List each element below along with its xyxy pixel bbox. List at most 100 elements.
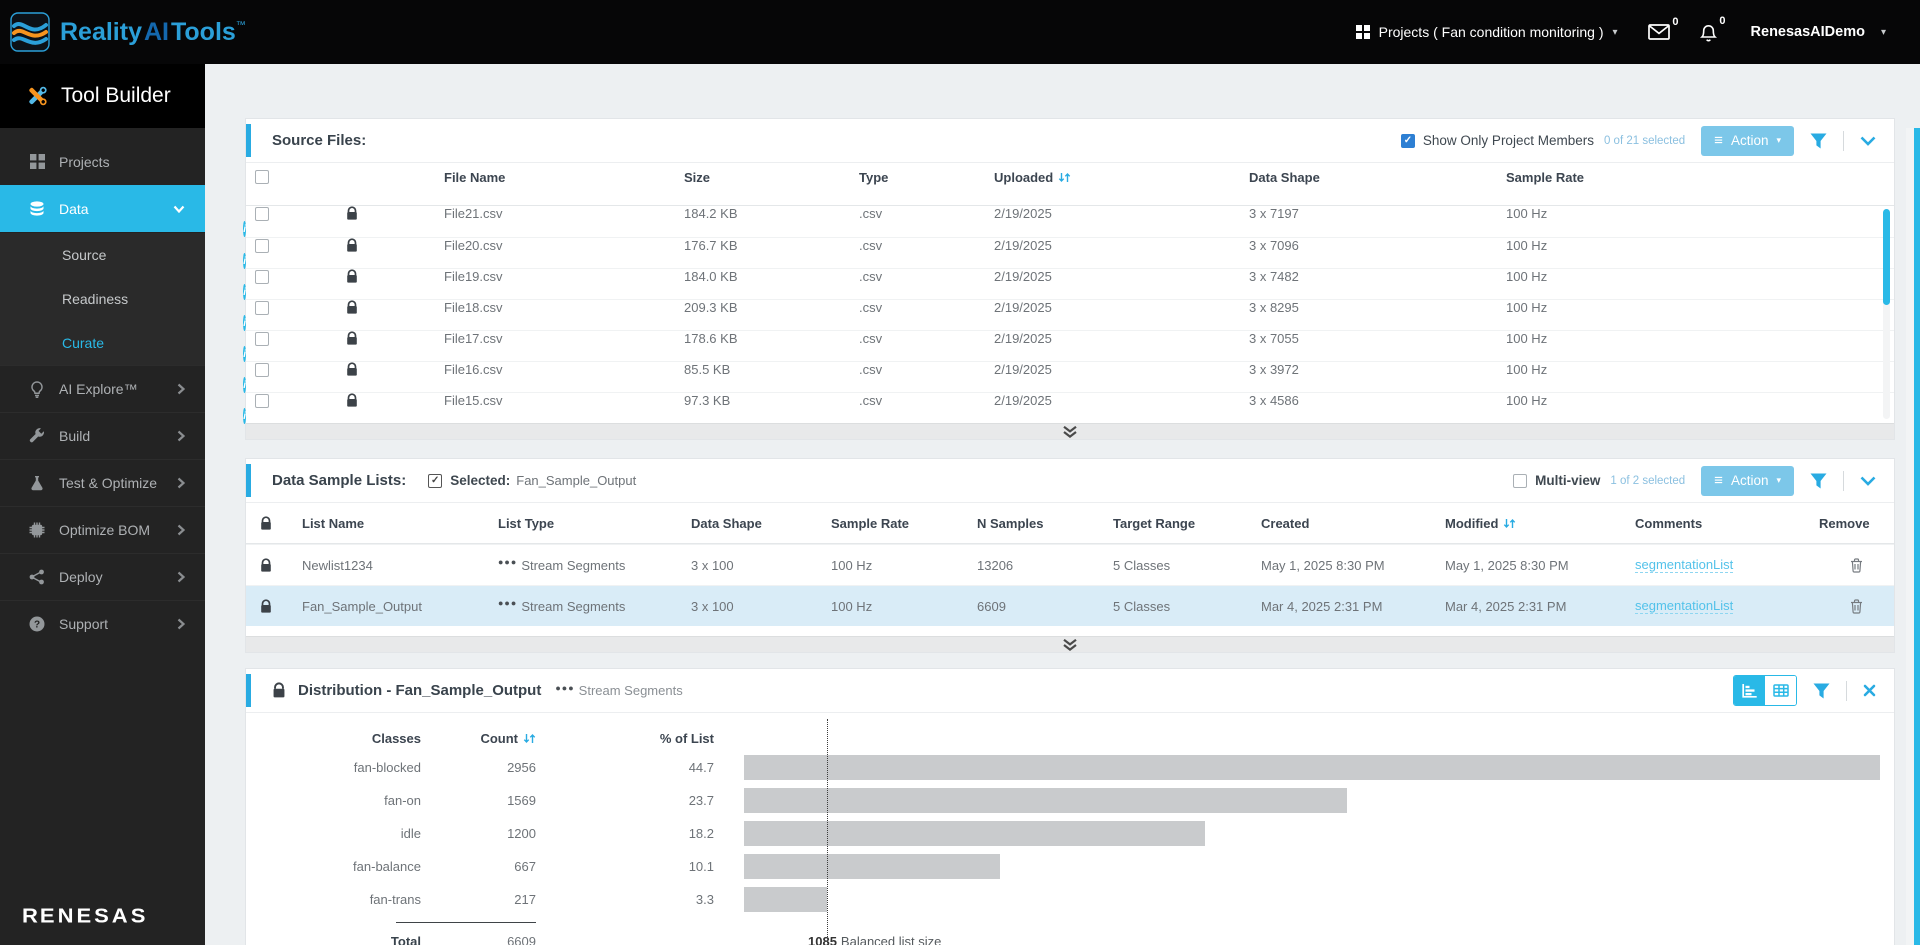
data-sample-list-row[interactable]: Newlist1234 ●●● Stream Segments 3 x 100 100… — [246, 544, 1894, 585]
sidebar-item-label: Projects — [59, 153, 110, 170]
caret-down-icon: ▾ — [1776, 475, 1781, 485]
sidebar-item-label: Optimize BOM — [59, 522, 151, 538]
source-files-scrollbar-track[interactable] — [1883, 209, 1890, 419]
show-only-project-members-label: Show Only Project Members — [1422, 133, 1594, 148]
sort-icon[interactable] — [523, 732, 536, 745]
chevron-down-icon — [1860, 136, 1876, 146]
sort-icon[interactable] — [1503, 517, 1516, 530]
hamburger-icon: ≡ — [1714, 132, 1723, 149]
multi-view-checkbox[interactable] — [1513, 473, 1528, 488]
column-header[interactable]: Data Shape — [1249, 169, 1320, 185]
brand-wordmark: RealityAITools™ — [60, 17, 246, 46]
messages-button[interactable]: 0 — [1647, 16, 1679, 40]
projects-menu[interactable]: Projects ( Fan condition monitoring ) ▾ — [1355, 24, 1618, 40]
sidebar-item-test-optimize[interactable]: Test & Optimize — [0, 459, 205, 506]
data-sample-lists-collapse-button[interactable] — [1860, 476, 1876, 486]
column-header[interactable]: % of List — [659, 730, 714, 746]
source-files-filter-button[interactable] — [1810, 133, 1827, 149]
trash-icon[interactable] — [1850, 598, 1863, 614]
column-header[interactable]: Classes — [371, 730, 421, 746]
column-header[interactable]: Data Shape — [691, 515, 762, 531]
sidebar-item-data[interactable]: Data — [0, 185, 205, 232]
column-header[interactable]: N Samples — [977, 515, 1044, 531]
info-icon[interactable]: i — [243, 408, 246, 424]
sidebar-item-optimize-bom[interactable]: Optimize BOM — [0, 506, 205, 553]
row-checkbox[interactable] — [255, 269, 269, 284]
list-n-samples: 13206 — [977, 557, 1014, 573]
info-icon[interactable]: i — [243, 221, 246, 237]
column-header[interactable]: Size — [684, 169, 711, 185]
column-header[interactable]: List Name — [302, 515, 365, 531]
column-header[interactable]: Target Range — [1113, 515, 1196, 531]
info-icon[interactable]: i — [243, 253, 246, 269]
source-files-scrollbar-thumb[interactable] — [1883, 209, 1890, 305]
distribution-bar — [744, 854, 1000, 879]
show-only-project-members-checkbox[interactable] — [1400, 133, 1415, 148]
info-icon[interactable]: i — [243, 377, 246, 393]
column-header[interactable]: File Name — [444, 169, 506, 185]
row-checkbox[interactable] — [255, 331, 269, 346]
column-header[interactable]: Created — [1261, 515, 1310, 531]
sidebar-subitem-source[interactable]: Source — [62, 247, 107, 263]
row-checkbox[interactable] — [255, 393, 269, 408]
source-files-expand-control[interactable] — [246, 423, 1894, 439]
column-header[interactable]: Sample Rate — [831, 515, 910, 531]
comments-link[interactable]: segmentationList — [1635, 557, 1734, 573]
remove-button[interactable] — [1819, 557, 1894, 573]
sidebar: Tool Builder Projects Data Source Readiness… — [0, 64, 205, 945]
chevron-down-icon — [1860, 476, 1876, 486]
table-icon — [1772, 684, 1789, 697]
row-checkbox[interactable] — [255, 238, 269, 253]
sidebar-item-label: Data — [59, 201, 89, 217]
source-files-collapse-button[interactable] — [1860, 136, 1876, 146]
file-sample-rate: 100 Hz — [1506, 269, 1548, 284]
sidebar-item-build[interactable]: Build — [0, 412, 205, 459]
select-all-checkbox[interactable] — [255, 170, 269, 185]
class-count: 667 — [514, 859, 536, 874]
column-header[interactable]: Modified — [1445, 516, 1635, 531]
column-header[interactable]: Uploaded — [994, 170, 1249, 185]
info-icon[interactable]: i — [243, 315, 246, 331]
chart-view-button[interactable] — [1734, 676, 1765, 705]
notifications-button[interactable]: 0 — [1699, 15, 1726, 42]
comments-link[interactable]: segmentationList — [1635, 598, 1734, 614]
distribution-filter-button[interactable] — [1813, 683, 1830, 699]
distribution-close-button[interactable] — [1863, 684, 1876, 697]
column-header[interactable]: Count — [421, 731, 536, 746]
renesas-logo: RENESAS — [22, 904, 149, 928]
sidebar-item-projects[interactable]: Projects — [0, 138, 205, 185]
data-sample-lists-action-button[interactable]: ≡ Action ▾ — [1701, 465, 1794, 496]
sidebar-subitem-readiness[interactable]: Readiness — [62, 291, 129, 307]
file-data-shape: 3 x 8295 — [1249, 300, 1299, 315]
selected-list-checkbox[interactable] — [428, 473, 443, 488]
column-header[interactable]: Type — [859, 169, 889, 185]
page-scrollbar-track[interactable] — [1906, 128, 1914, 945]
row-checkbox[interactable] — [255, 300, 269, 315]
row-checkbox[interactable] — [255, 206, 269, 221]
distribution-table-header: Classes Count % of List — [246, 725, 1894, 751]
data-sample-lists-filter-button[interactable] — [1810, 473, 1827, 489]
column-header[interactable]: List Type — [498, 515, 555, 531]
row-checkbox[interactable] — [255, 362, 269, 377]
column-header[interactable]: Sample Rate — [1506, 169, 1585, 185]
sidebar-subitem-curate[interactable]: Curate — [62, 335, 105, 351]
data-sample-list-row[interactable]: Fan_Sample_Output ●●● Stream Segments 3 x … — [246, 585, 1894, 626]
sidebar-item-deploy[interactable]: Deploy — [0, 553, 205, 600]
column-header[interactable]: Remove — [1819, 515, 1870, 531]
sidebar-item-support[interactable]: ? Support — [0, 600, 205, 647]
info-icon[interactable]: i — [243, 284, 246, 300]
user-caret-down-icon[interactable]: ▾ — [1880, 26, 1886, 38]
user-menu[interactable]: RenesasAIDemo — [1750, 24, 1865, 40]
info-icon[interactable]: i — [243, 346, 246, 362]
table-view-button[interactable] — [1765, 676, 1796, 705]
sidebar-menu: Projects Data Source Readiness Curate AI Expl… — [0, 128, 205, 647]
remove-button[interactable] — [1819, 598, 1894, 614]
page-scrollbar-thumb[interactable] — [1914, 128, 1920, 945]
sidebar-item-ai-explore[interactable]: AI Explore™ — [0, 365, 205, 412]
column-header[interactable]: Comments — [1635, 515, 1703, 531]
trash-icon[interactable] — [1850, 557, 1863, 573]
sort-icon[interactable] — [1058, 171, 1071, 184]
source-files-action-button[interactable]: ≡ Action ▾ — [1701, 125, 1794, 156]
sidebar-item-label: Support — [59, 616, 109, 632]
data-sample-lists-expand-control[interactable] — [246, 636, 1894, 652]
